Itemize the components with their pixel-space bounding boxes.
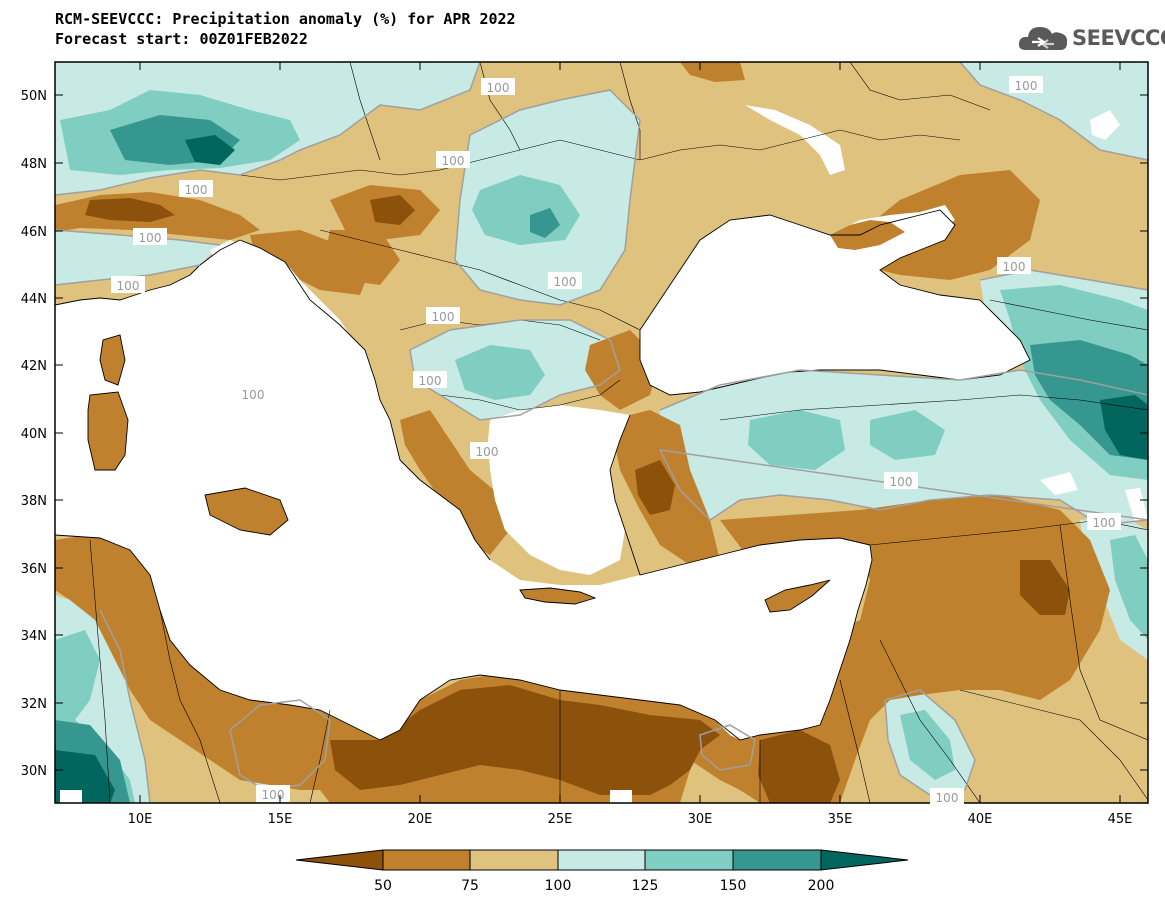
contour-label: 100 bbox=[432, 310, 455, 324]
contour-label: 100 bbox=[117, 279, 140, 293]
colorbar-label: 150 bbox=[720, 878, 747, 894]
contour-label: 100 bbox=[1003, 260, 1026, 274]
anomaly-150-200-carpathian bbox=[530, 208, 560, 238]
island-crete bbox=[520, 588, 595, 604]
missing-data-patch-3 bbox=[1040, 472, 1078, 495]
colorbar-segment-100-125 bbox=[557, 849, 646, 871]
lon-tick-label: 25E bbox=[548, 812, 573, 827]
contour-label: 100 bbox=[890, 475, 913, 489]
missing-data-patch-5 bbox=[60, 790, 82, 803]
sea-adriatic bbox=[210, 240, 380, 405]
anomaly-125-150-balkan bbox=[455, 345, 545, 400]
contour-label: 100 bbox=[242, 388, 265, 402]
colorbar-label: 100 bbox=[545, 878, 572, 894]
colorbar-label: 125 bbox=[632, 878, 659, 894]
sea-aegean bbox=[488, 405, 630, 575]
contour-label: 100 bbox=[487, 81, 510, 95]
colorbar bbox=[295, 849, 909, 871]
lon-tick-label: 45E bbox=[1108, 812, 1133, 827]
contour-label: 100 bbox=[1015, 79, 1038, 93]
anomaly-lt50-turkey bbox=[635, 460, 675, 515]
anomaly-50-75-greece bbox=[400, 410, 510, 555]
lon-tick-label: 35E bbox=[828, 812, 853, 827]
anomaly-lt50-hungary bbox=[370, 195, 415, 225]
lon-axis: 10E 15E 20E 25E 30E 35E 40E 45E bbox=[128, 62, 1133, 827]
peninsula-crimea bbox=[830, 220, 905, 250]
contour-label: 100 bbox=[554, 275, 577, 289]
colorbar-label: 75 bbox=[461, 878, 479, 894]
lon-tick-label: 40E bbox=[968, 812, 993, 827]
lon-tick-label: 20E bbox=[408, 812, 433, 827]
contour-label: 100 bbox=[419, 374, 442, 388]
lat-tick-label: 48N bbox=[21, 157, 47, 172]
lat-tick-label: 44N bbox=[21, 292, 47, 307]
contour-label: 100 bbox=[936, 791, 959, 805]
anomaly-50-75-romania bbox=[325, 230, 400, 285]
seevccc-logo: SEEVCCC bbox=[1018, 22, 1165, 56]
lon-tick-label: 15E bbox=[268, 812, 293, 827]
missing-data-patch-6 bbox=[610, 790, 632, 803]
anomaly-lt50-libya bbox=[330, 685, 720, 795]
colorbar-segment-75-100 bbox=[469, 849, 559, 871]
contour-label: 100 bbox=[442, 154, 465, 168]
colorbar-segment-125-150 bbox=[644, 849, 734, 871]
contour-label: 100 bbox=[476, 445, 499, 459]
anomaly-125-150-jordan bbox=[900, 710, 955, 780]
contour-label: 100 bbox=[1093, 516, 1116, 530]
map-title: RCM-SEEVCCC: Precipitation anomaly (%) f… bbox=[55, 10, 516, 28]
lon-ticks bbox=[139, 62, 1121, 803]
missing-data-patch-1 bbox=[745, 105, 845, 175]
colorbar-segment-50-75 bbox=[382, 849, 471, 871]
lat-tick-label: 46N bbox=[21, 225, 47, 240]
anomaly-gt200-tunisia bbox=[55, 750, 115, 803]
map-field bbox=[55, 62, 1148, 803]
country-borders bbox=[89, 62, 1148, 803]
cloud-icon bbox=[1018, 27, 1068, 50]
anomaly-gt200-germany bbox=[185, 135, 235, 165]
lat-tick-label: 30N bbox=[21, 764, 47, 779]
colorbar-label: 200 bbox=[808, 878, 835, 894]
anomaly-gt200-caucasus bbox=[1100, 395, 1148, 460]
contour-100-lines bbox=[55, 62, 1148, 803]
lon-tick-label: 10E bbox=[128, 812, 153, 827]
lat-tick-label: 36N bbox=[21, 562, 47, 577]
colorbar-label: 50 bbox=[374, 878, 392, 894]
sea-mediterranean-main bbox=[55, 240, 872, 740]
colorbar-segment-lt50 bbox=[295, 849, 384, 871]
forecast-start-label: Forecast start: 00Z01FEB2022 bbox=[55, 30, 308, 48]
anomaly-lt50-syria bbox=[1020, 560, 1070, 615]
island-cyprus bbox=[765, 580, 830, 612]
anomaly-125-150-anatolia-2 bbox=[870, 410, 945, 460]
lon-tick-label: 30E bbox=[688, 812, 713, 827]
lat-tick-label: 42N bbox=[21, 359, 47, 374]
anomaly-125-150-iraq bbox=[1110, 535, 1148, 640]
missing-data-patch-4 bbox=[1125, 488, 1148, 522]
contour-label: 100 bbox=[262, 788, 285, 802]
island-corsica bbox=[100, 335, 125, 385]
lat-tick-label: 50N bbox=[21, 89, 47, 104]
lat-tick-label: 40N bbox=[21, 427, 47, 442]
anomaly-lt50-alps bbox=[85, 198, 175, 222]
lat-axis: 50N 48N 46N 44N 42N 40N 38N 36N 34N 32N … bbox=[21, 89, 1148, 779]
anomaly-50-75-ukraine bbox=[680, 62, 745, 82]
lat-tick-label: 38N bbox=[21, 494, 47, 509]
lat-tick-label: 34N bbox=[21, 629, 47, 644]
contour-label: 100 bbox=[139, 231, 162, 245]
anomaly-100-125-alps bbox=[55, 230, 220, 285]
missing-data-patch-2 bbox=[1090, 110, 1120, 140]
sea-black-sea bbox=[640, 210, 1030, 395]
lat-tick-label: 32N bbox=[21, 697, 47, 712]
anomaly-lt50-levant bbox=[758, 730, 840, 803]
colorbar-segment-150-200 bbox=[732, 849, 822, 871]
logo-text: SEEVCCC bbox=[1072, 26, 1165, 50]
contour-labels: 100 100 100 100 100 100 100 100 100 100 … bbox=[111, 76, 1121, 805]
lat-ticks bbox=[55, 94, 1148, 771]
island-sicily bbox=[205, 488, 288, 535]
island-sardinia bbox=[88, 392, 128, 470]
colorbar-segment-gt200 bbox=[820, 849, 909, 871]
contour-label: 100 bbox=[185, 183, 208, 197]
anomaly-125-150-anatolia-1 bbox=[748, 410, 845, 470]
